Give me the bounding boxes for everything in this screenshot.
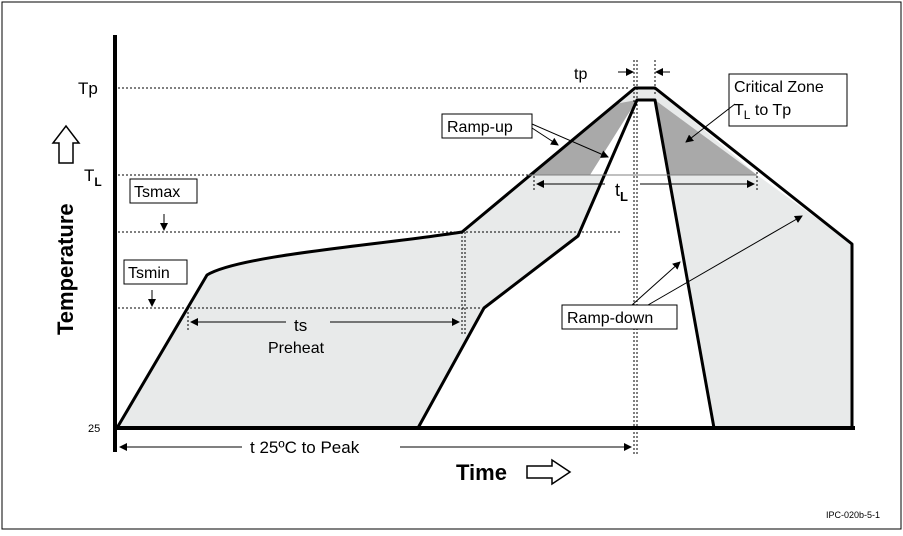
tsmin-box (123, 259, 188, 285)
profile-inner-curve (416, 98, 716, 429)
tsmax-box (129, 178, 198, 204)
ramp-up-box (441, 113, 533, 139)
ramp-down-pointer-1 (631, 261, 681, 306)
base-temp-label: 25 (88, 423, 100, 435)
figure-id: IPC-020b-5-1 (826, 510, 880, 520)
critical-zone-label-2: TL to Tp (734, 102, 791, 122)
critical-zone-label-1: Critical Zone (734, 79, 824, 96)
tp-label: tp (574, 66, 587, 83)
ramp-up-label: Ramp-up (447, 119, 513, 136)
critical-zone-box (728, 73, 848, 127)
profile-outer-curve (115, 86, 854, 429)
ramp-up-pointer-1 (531, 127, 559, 146)
tsmax-label: Tsmax (134, 184, 180, 201)
ts-label: ts (294, 316, 307, 335)
ramp-up-pointer-2 (531, 123, 609, 158)
y-axis-arrow-icon (51, 124, 81, 164)
ramp-down-label: Ramp-down (567, 310, 653, 327)
critical-zone-pointer (685, 103, 736, 143)
t-to-peak-label: t 25ºC to Peak (250, 438, 360, 457)
y-axis-title: Temperature (53, 203, 78, 335)
profile-inner-gap (418, 100, 714, 428)
tl-y-label: TL (84, 166, 102, 189)
tsmin-label: Tsmin (128, 265, 170, 282)
svg-text:Temperature: Temperature (53, 203, 78, 335)
x-axis-arrow-icon (526, 458, 572, 486)
ramp-down-box (561, 304, 678, 330)
preheat-label: Preheat (268, 340, 325, 357)
ramp-down-pointer-2 (647, 215, 803, 306)
tp-y-label: Tp (78, 79, 98, 98)
tl-label: tL (615, 180, 628, 204)
critical-zone-inner (590, 100, 668, 175)
x-axis-title: Time (456, 460, 507, 485)
